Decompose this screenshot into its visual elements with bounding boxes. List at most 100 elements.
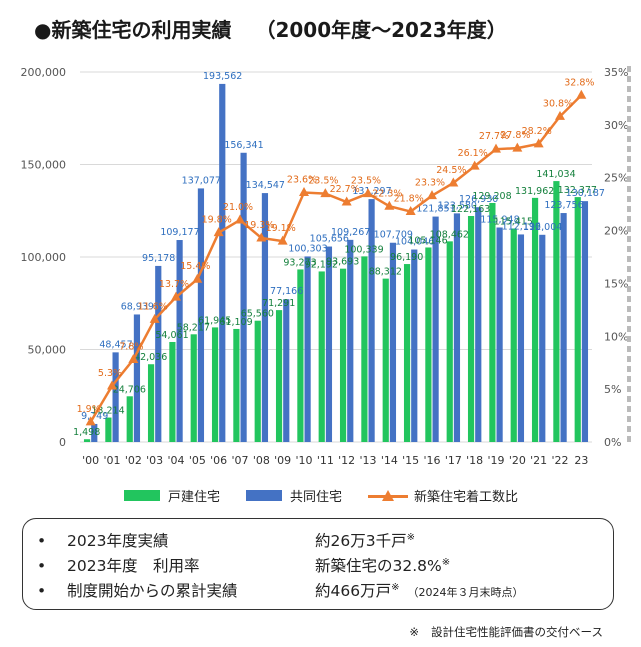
bar-detached [297, 269, 304, 442]
y2-tick-label: 20% [604, 225, 628, 238]
ratio-marker [555, 110, 565, 120]
data-label-ratio: 19.8% [202, 215, 232, 226]
bar-apartment [240, 152, 247, 442]
title-range: （2000年度～2023年度） [255, 18, 507, 42]
summary-row: • 制度開始からの累計実績 約466万戸※ （2024年３月末時点） [37, 579, 613, 604]
x-tick-label: '12 [338, 454, 355, 467]
data-label-ratio: 23.5% [351, 176, 381, 187]
data-label-apartment: 48,457 [99, 339, 132, 350]
data-label-detached: 61,945 [198, 315, 231, 326]
data-label-apartment: 104,046 [395, 237, 434, 248]
data-label-ratio: 19.3% [244, 220, 274, 231]
y-tick-label: 50,000 [28, 344, 67, 357]
bar-apartment [283, 299, 290, 442]
x-tick-label: '07 [231, 454, 248, 467]
bar-apartment [496, 227, 503, 442]
bar-detached [169, 341, 176, 442]
ratio-marker [320, 188, 331, 198]
bar-apartment [368, 199, 375, 442]
data-label-apartment: 131,297 [352, 186, 391, 197]
bar-apartment [581, 201, 589, 442]
data-label-detached: 24,706 [113, 384, 146, 395]
data-label-ratio: 23.6% [287, 175, 317, 186]
x-tick-label: 23 [574, 454, 588, 467]
ratio-marker [341, 196, 352, 206]
bar-detached [126, 396, 133, 442]
bar-detached [574, 197, 581, 442]
x-tick-label: '00 [82, 454, 99, 467]
data-label-ratio: 28.2% [522, 126, 552, 137]
y-tick-label: 200,000 [21, 66, 67, 79]
x-tick-label: '18 [466, 454, 483, 467]
bullet: • [37, 557, 47, 575]
data-label-ratio: 32.8% [564, 77, 594, 88]
legend-label-ratio: 新築住宅着工数比 [414, 490, 519, 505]
bar-detached [275, 310, 283, 442]
bar-apartment [325, 246, 333, 442]
y2-tick-label: 5% [604, 383, 621, 396]
bar-apartment [219, 83, 226, 442]
footnote-text: 設計住宅性能評価書の交付ベース [431, 625, 603, 639]
bullet: • [37, 532, 47, 550]
data-label-ratio: 27.8% [500, 130, 530, 141]
bar-detached [531, 197, 539, 442]
ratio-marker [512, 142, 523, 152]
data-label-apartment: 112,196 [502, 221, 541, 232]
legend-swatch-detached [124, 490, 160, 501]
summary-label: 2023年度 利用率 [67, 557, 200, 575]
data-label-detached: 88,312 [369, 267, 402, 278]
bar-detached [211, 327, 219, 442]
ratio-marker [107, 380, 117, 390]
x-tick-label: '14 [381, 454, 398, 467]
data-label-detached: 58,217 [177, 322, 210, 333]
data-label-detached: 92,192 [305, 259, 338, 270]
summary-note: （2024年３月末時点） [407, 586, 524, 599]
data-label-apartment: 112,004 [523, 222, 562, 233]
data-label-detached: 115,415 [494, 216, 533, 227]
bar-detached [147, 364, 155, 442]
ratio-marker [213, 227, 224, 237]
summary-value: 約26万3千戸※ [315, 531, 415, 550]
data-label-ratio: 24.5% [436, 165, 466, 176]
data-label-detached: 61,109 [219, 317, 252, 328]
data-label-apartment: 156,341 [224, 140, 263, 151]
data-label-detached: 96,190 [390, 252, 423, 263]
data-label-detached: 141,034 [536, 169, 575, 180]
summary-value: 約466万戸※ [315, 581, 400, 600]
data-label-ratio: 19.1% [266, 223, 296, 234]
data-label-detached: 54,061 [155, 330, 188, 341]
ratio-marker [171, 291, 181, 301]
data-label-apartment: 95,178 [142, 253, 175, 264]
data-label-detached: 122,163 [451, 204, 490, 215]
bar-apartment [91, 423, 98, 442]
x-tick-label: '05 [189, 454, 206, 467]
chart-title: ●新築住宅の利用実績 （2000年度～2023年度） [34, 14, 507, 43]
ratio-marker [405, 206, 416, 216]
data-label-apartment: 100,303 [288, 243, 327, 254]
summary-row: • 2023年度 利用率 新築住宅の32.8%※ [37, 554, 613, 579]
data-label-ratio: 22.7% [330, 184, 360, 195]
x-tick-label: '01 [103, 454, 120, 467]
legend-label-apartment: 共同住宅 [290, 490, 343, 505]
data-label-apartment: 105,656 [310, 234, 349, 245]
ratio-marker [128, 354, 139, 364]
y2-tick-label: 10% [604, 330, 628, 343]
legend: 戸建住宅 共同住宅 新築住宅着工数比 [124, 486, 544, 505]
bar-apartment [197, 188, 205, 442]
ratio-marker [363, 188, 373, 198]
data-label-detached: 129,208 [472, 191, 511, 202]
y-tick-label: 0 [59, 436, 66, 449]
bar-apartment [112, 352, 119, 442]
data-label-apartment: 109,267 [331, 227, 370, 238]
data-label-apartment: 68,939 [121, 301, 154, 312]
data-label-detached: 131,962 [515, 186, 554, 197]
bar-apartment [517, 234, 525, 442]
y2-tick-label: 15% [604, 277, 628, 290]
y2-tick-label: 25% [604, 172, 628, 185]
y2-tick-label: 35% [604, 66, 628, 79]
ratio-marker [85, 416, 96, 426]
data-label-ratio: 7.8% [119, 342, 143, 353]
data-label-apartment: 123,756 [544, 200, 583, 211]
bar-apartment [432, 216, 439, 442]
x-tick-label: '08 [253, 454, 270, 467]
